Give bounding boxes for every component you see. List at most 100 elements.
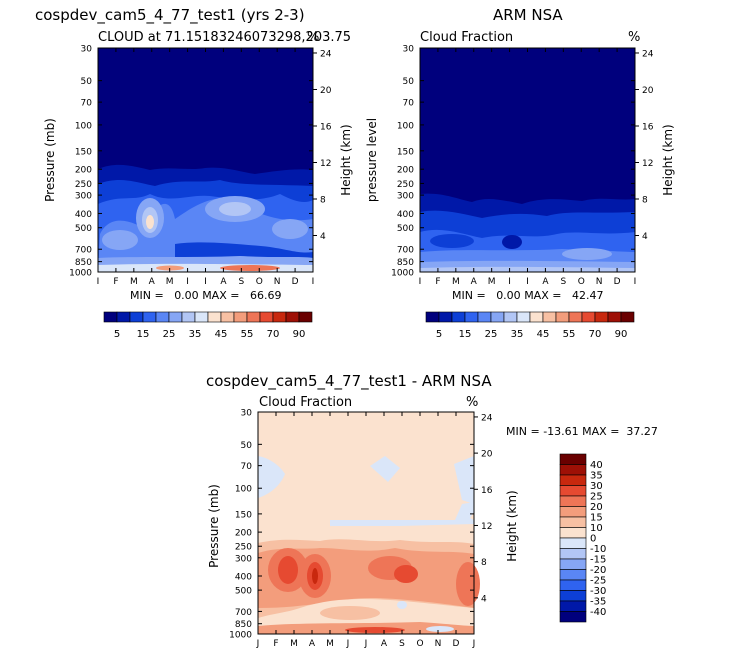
colorbar-swatch [555,311,570,323]
y-tick-label: 250 [397,180,414,190]
panel1-min-label: MIN = [130,289,164,302]
x-tick-label: J [311,277,315,284]
panel3-unit: % [466,395,479,410]
x-tick-label: J [525,277,529,284]
colorbar-label: 20 [590,502,603,513]
x-tick-label: S [560,277,566,284]
x-tick-label: O [578,277,585,284]
panel1-min-value: 0.00 [174,289,199,302]
panel2-colorbar-swatches: 5 15 25 35 45 55 70 90 [425,311,635,340]
x-tick-label: A [220,277,227,284]
y-tick-label: 250 [75,180,92,190]
y-tick-label-right: 8 [320,195,326,205]
colorbar-label: 0 [590,534,596,545]
colorbar-swatch [559,579,587,591]
y-tick-label: 400 [397,210,414,220]
y-tick-label: 70 [241,462,253,472]
x-tick-label: M [166,277,174,284]
colorbar-swatch [559,527,587,539]
x-tick-label: A [149,277,156,284]
x-tick-label: A [471,277,478,284]
colorbar-label: -10 [590,544,606,555]
panel2-subtitle: Cloud Fraction [420,30,514,45]
field-low-cloud [430,234,474,248]
colorbar-label: -15 [590,555,606,566]
colorbar-swatch [129,311,144,323]
panel2-title: ARM NSA [493,6,563,24]
x-tick-label: J [633,277,637,284]
panel2-y-axis-right: 24 20 16 12 8 4 [635,49,654,242]
panel3-title: cospdev_cam5_4_77_test1 - ARM NSA [206,372,492,390]
colorbar-swatch [438,311,453,323]
x-tick-label: S [399,639,405,649]
field-positive [394,565,418,583]
y-tick-label: 150 [397,147,414,157]
panel3-min-label: MIN = [506,425,540,438]
panel1-subtitle: CLOUD at 71.15183246073298,203.75 [98,30,352,45]
colorbar-label: 5 [114,329,120,340]
panel1-ylabel: Pressure (mb) [43,118,57,202]
colorbar-label: 40 [590,460,603,471]
y-tick-label: 70 [403,99,415,109]
colorbar-label: 15 [459,329,472,340]
y-tick-label: 150 [75,147,92,157]
colorbar-swatch [620,311,635,323]
x-tick-label: D [292,277,299,284]
colorbar-swatch [246,311,261,323]
y-tick-label: 200 [235,529,252,539]
y-tick-label-right: 24 [320,49,332,59]
colorbar-swatch [259,311,274,323]
y-tick-label: 50 [403,77,415,87]
colorbar-label: 70 [267,329,280,340]
y-tick-label: 50 [241,441,253,451]
y-tick-label-right: 4 [320,232,326,242]
y-tick-label-right: 4 [642,232,648,242]
y-tick-label-right: 20 [481,450,493,460]
field-low-cloud [220,265,280,271]
y-tick-label-right: 16 [642,122,654,132]
colorbar-label: 35 [511,329,524,340]
colorbar-label: 15 [590,513,603,524]
panel1-field [98,48,313,272]
colorbar-label: 35 [189,329,202,340]
colorbar-label: 55 [241,329,254,340]
y-tick-label-right: 8 [642,195,648,205]
x-tick-label: M [290,639,298,649]
panel3-min-value: -13.61 [543,425,579,438]
colorbar-swatch [103,311,118,323]
colorbar-label: 35 [590,471,603,482]
field-low-cloud [146,215,154,229]
x-tick-label: J [364,639,368,649]
colorbar-label: -40 [590,607,606,618]
panel1-stats: MIN = 0.00 MAX = 66.69 [130,289,281,302]
colorbar-swatch [233,311,248,323]
y-tick-label: 400 [75,210,92,220]
colorbar-label: 15 [137,329,150,340]
field-negative [426,626,454,632]
field-low-cloud [562,248,612,260]
colorbar-label: -35 [590,597,606,608]
colorbar-swatch [477,311,492,323]
colorbar-label: 25 [590,492,603,503]
colorbar-swatch [559,464,587,476]
y-tick-label-right: 24 [642,49,654,59]
y-tick-label: 30 [241,409,253,419]
colorbar-swatch [559,474,587,486]
colorbar-label: 10 [590,523,603,534]
colorbar-label: 90 [293,329,306,340]
colorbar-label: 25 [485,329,498,340]
panel1-title: cospdev_cam5_4_77_test1 (yrs 2-3) [35,6,305,24]
x-tick-label: N [596,277,603,284]
colorbar-swatch [559,537,587,549]
field-positive [456,562,480,606]
colorbar-swatch [559,495,587,507]
x-tick-label: N [274,277,281,284]
x-tick-label: N [435,639,442,649]
field-low-cloud [502,235,522,249]
colorbar-swatch [490,311,505,323]
colorbar-swatch [464,311,479,323]
